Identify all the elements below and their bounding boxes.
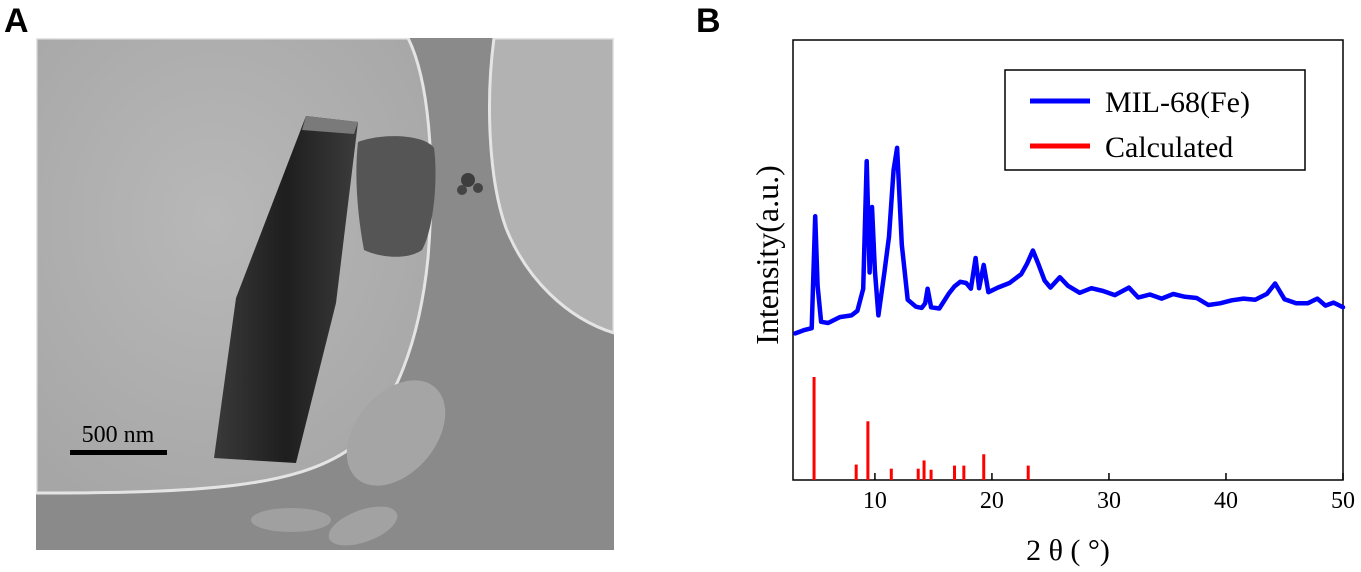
mof-rod: [214, 116, 358, 463]
scale-bar: [70, 450, 167, 455]
aggregate: [356, 136, 436, 257]
y-axis-label: Intensity(a.u.): [749, 165, 785, 345]
xrd-chart: 10 20 30 40 50 2 θ ( °) Intensity(a.u.) MIL-…: [749, 39, 1355, 567]
legend-label-calculated: Calculated: [1105, 131, 1233, 164]
plot-frame: [792, 39, 1344, 481]
x-tick-label-30: 30: [1097, 488, 1121, 514]
x-tick-label-40: 40: [1214, 488, 1238, 514]
rod-tip: [302, 116, 358, 134]
tem-micrograph: 500 nm: [36, 38, 614, 550]
mil68-pattern-line: [793, 145, 1346, 336]
panel-label-b: B: [696, 2, 721, 40]
legend-box: [1004, 69, 1306, 171]
legend: MIL-68(Fe) Calculated: [1004, 69, 1306, 171]
x-tick-label-50: 50: [1331, 488, 1355, 514]
particle-cluster: [461, 173, 475, 187]
film-blob: [328, 506, 398, 546]
x-tick-label-10: 10: [863, 488, 887, 514]
x-tick-label-20: 20: [980, 488, 1004, 514]
x-axis-label: 2 θ ( °): [1026, 534, 1110, 567]
particle-cluster: [457, 185, 467, 195]
calculated-peaks: [812, 377, 1030, 480]
panel-label-a: A: [4, 2, 29, 40]
particle-cluster: [473, 183, 483, 193]
film-blob: [251, 508, 331, 532]
film-blob: [346, 380, 446, 486]
right-hole: [488, 38, 614, 335]
scale-bar-label: 500 nm: [82, 422, 155, 448]
legend-label-mil68: MIL-68(Fe): [1105, 86, 1250, 119]
x-axis-ticks: 10 20 30 40 50: [863, 473, 1355, 514]
